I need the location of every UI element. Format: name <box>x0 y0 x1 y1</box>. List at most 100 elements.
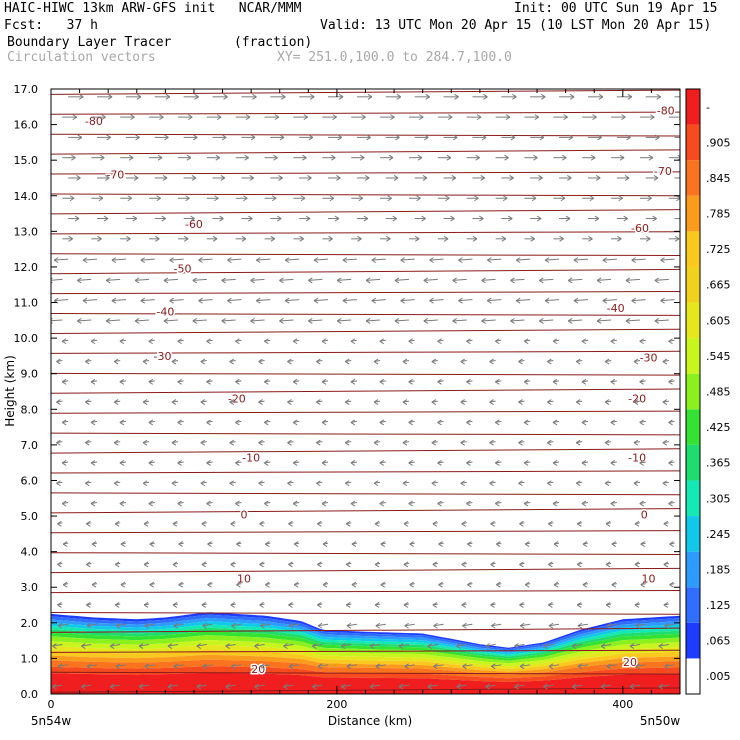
circulation-vector <box>548 622 560 629</box>
circulation-vector <box>581 500 589 507</box>
circulation-vector <box>433 663 444 670</box>
circulation-vector <box>466 235 478 242</box>
circulation-vector <box>256 297 271 304</box>
circulation-vector <box>576 561 583 568</box>
circulation-vector <box>62 154 76 161</box>
circulation-vector <box>668 378 675 385</box>
circulation-vector <box>57 520 63 527</box>
circulation-vector <box>495 460 502 466</box>
circulation-vector <box>149 541 155 548</box>
colorbar-label: .305 <box>706 492 731 505</box>
circulation-vector <box>90 460 98 466</box>
circulation-vector <box>86 602 92 608</box>
circulation-vector <box>345 602 352 608</box>
circulation-vector <box>167 643 179 649</box>
circulation-vector <box>322 154 336 161</box>
circulation-vector <box>402 480 410 487</box>
circulation-vector <box>346 663 357 670</box>
circulation-vector <box>148 419 155 426</box>
circulation-vector <box>602 257 617 264</box>
circulation-vector <box>587 215 600 222</box>
circulation-vector <box>264 419 271 426</box>
circulation-vector <box>402 399 410 406</box>
circulation-vector <box>259 602 265 608</box>
circulation-vector <box>143 561 150 568</box>
circulation-vector <box>316 439 323 446</box>
circulation-vector <box>575 358 583 365</box>
circulation-vector <box>344 439 352 446</box>
circulation-vector <box>113 399 121 406</box>
circulation-vector <box>539 318 554 324</box>
circulation-vector <box>403 602 410 608</box>
circulation-vector <box>658 683 669 690</box>
circulation-vector <box>530 175 543 181</box>
circulation-vector <box>235 235 247 242</box>
circulation-vector <box>553 114 568 121</box>
circulation-vector <box>308 277 323 284</box>
circulation-vector <box>62 581 69 588</box>
circulation-vector <box>351 195 364 202</box>
circulation-vector <box>582 541 589 548</box>
circulation-vector <box>230 520 236 527</box>
circulation-vector <box>629 683 641 690</box>
circulation-vector <box>235 460 242 466</box>
tracer-band-9 <box>51 645 680 669</box>
circulation-vector <box>490 561 496 568</box>
circulation-vector <box>212 93 228 100</box>
circulation-vector <box>284 257 300 264</box>
circulation-vector <box>553 195 566 202</box>
isotherm-line <box>51 372 680 376</box>
circulation-vector <box>264 378 271 385</box>
circulation-vector <box>582 581 589 588</box>
circulation-vector <box>202 622 213 629</box>
circulation-vector <box>140 297 155 304</box>
circulation-vector <box>57 602 63 608</box>
circulation-vector <box>654 277 669 284</box>
circulation-vector <box>57 622 69 629</box>
circulation-vector <box>250 277 265 284</box>
circulation-vector <box>380 195 392 202</box>
circulation-vector <box>308 318 323 324</box>
circulation-vector <box>489 358 496 365</box>
circulation-vector <box>258 439 265 446</box>
circulation-vector <box>408 500 415 507</box>
circulation-vector <box>149 114 164 121</box>
circulation-vector <box>385 215 397 222</box>
circulation-vector <box>514 683 525 690</box>
x-tick-label: 400 <box>612 698 633 711</box>
circulation-vector <box>97 93 113 100</box>
circulation-vector <box>351 154 365 161</box>
circulation-vector <box>56 358 63 365</box>
circulation-vector <box>270 215 282 222</box>
circulation-vector <box>125 175 139 181</box>
circulation-vector <box>633 439 641 446</box>
circulation-vector <box>241 215 253 222</box>
circulation-vector <box>466 460 473 466</box>
circulation-vector <box>77 318 92 324</box>
circulation-vector <box>460 358 467 365</box>
circulation-vector <box>111 297 126 304</box>
circulation-vector <box>177 338 184 345</box>
circulation-vector <box>662 439 669 446</box>
circulation-vector <box>365 277 381 284</box>
y-tick-label: 9.0 <box>21 368 39 381</box>
circulation-vector <box>375 622 386 629</box>
circulation-vector <box>322 581 329 588</box>
circulation-vector <box>461 520 467 527</box>
circulation-vector <box>163 318 178 324</box>
circulation-vector <box>472 215 484 222</box>
circulation-vector <box>200 480 207 487</box>
y-axis: 0.0 1.0 2.0 3.0 4.0 5.0 6.0 7.0 8.0 9.0 10.0 11.0 12… <box>14 83 680 701</box>
circulation-vector <box>611 581 617 588</box>
circulation-vector <box>604 399 612 406</box>
circulation-vector <box>236 541 242 548</box>
circulation-vector <box>287 439 294 446</box>
circulation-vector <box>571 643 583 649</box>
circulation-vector <box>148 338 155 345</box>
circulation-vector <box>196 643 207 649</box>
circulation-vector <box>581 460 589 466</box>
isotherm-line <box>51 432 680 436</box>
circulation-vector <box>206 195 219 202</box>
circulation-vector <box>496 581 502 588</box>
circulation-vector <box>144 622 155 629</box>
